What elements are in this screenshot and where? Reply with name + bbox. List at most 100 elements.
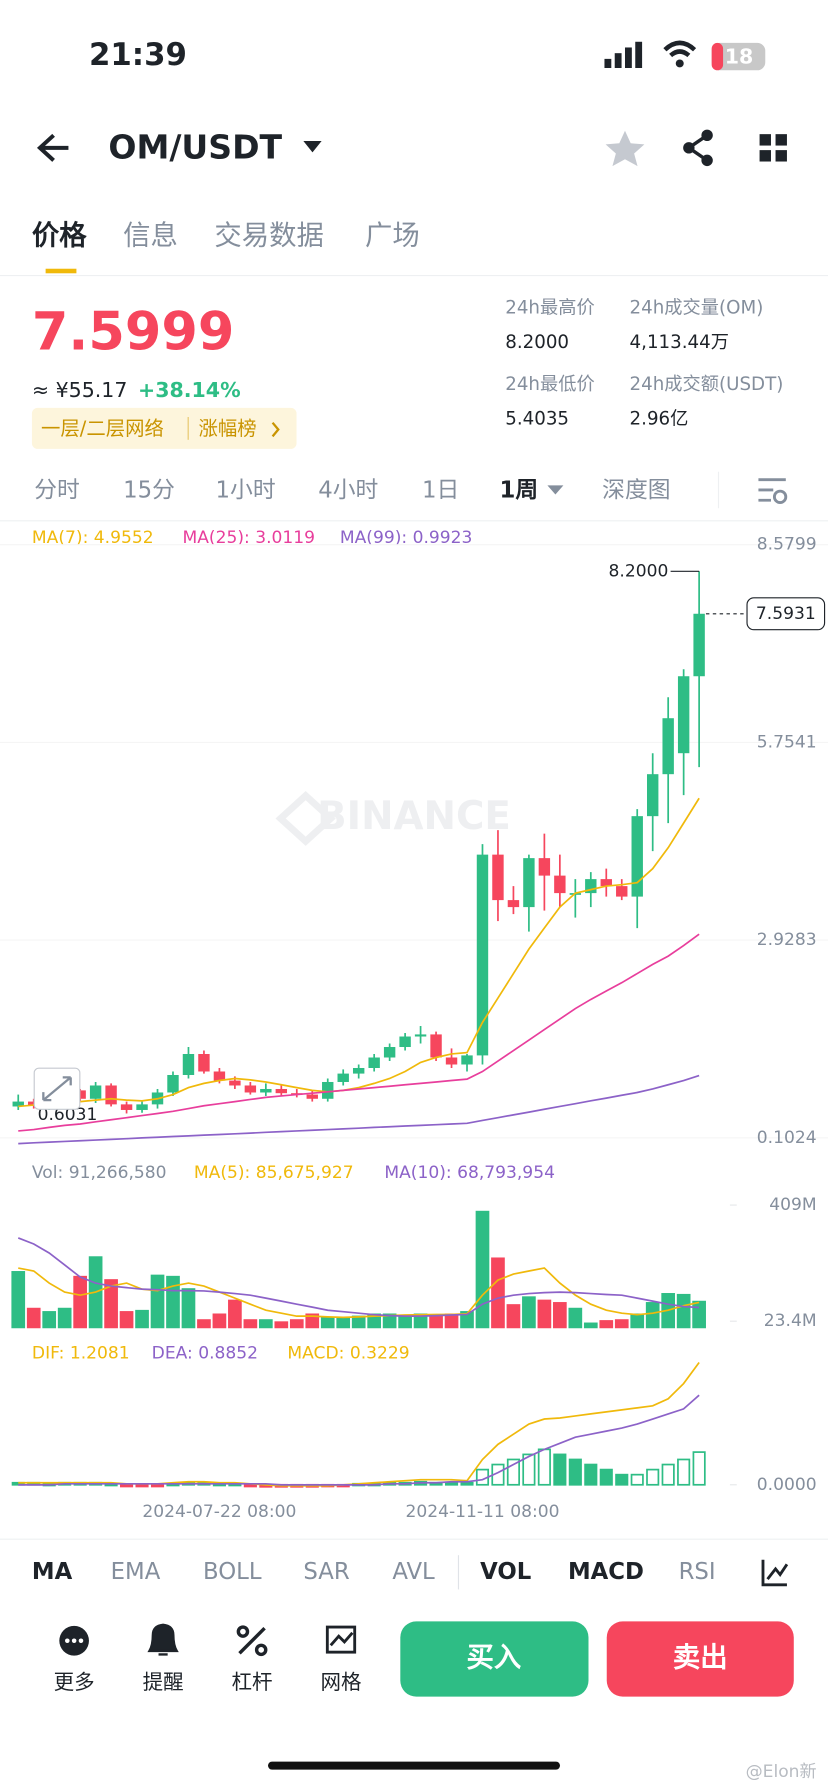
volume-bar [351, 1315, 366, 1329]
volume-bar [150, 1274, 165, 1329]
low-label: 0.6031 [38, 1105, 98, 1125]
candle-body [585, 879, 597, 894]
watermark: BINANCE [317, 794, 511, 839]
indicator-settings[interactable] [761, 1559, 789, 1587]
candle-body [600, 879, 612, 887]
pair-title[interactable]: OM/USDT [108, 127, 282, 166]
vol-legend: MA(10): 68,793,954 [384, 1163, 555, 1183]
x-tick-label: 2024-11-11 08:00 [405, 1502, 559, 1522]
indicator[interactable]: RSI [679, 1559, 716, 1585]
indicator[interactable]: MACD [568, 1559, 644, 1585]
tab[interactable]: 信息 [123, 220, 178, 251]
indicator[interactable]: BOLL [203, 1559, 262, 1585]
battery-level [711, 42, 724, 71]
tab[interactable]: 交易数据 [214, 220, 323, 251]
sector-tag[interactable]: 一层/二层网络 [41, 417, 164, 440]
alert-icon[interactable] [147, 1623, 179, 1656]
macd-bar [646, 1468, 660, 1486]
action-label[interactable]: 提醒 [143, 1670, 184, 1694]
rank-tag[interactable]: 涨幅榜 [198, 417, 256, 440]
candle-body [445, 1057, 458, 1065]
volume-bar [475, 1210, 490, 1329]
interval[interactable]: 深度图 [602, 478, 670, 504]
candle-body [492, 854, 504, 901]
volume-bar [583, 1322, 598, 1329]
last-price: 7.5999 [32, 302, 234, 363]
volume-bar [274, 1321, 289, 1329]
interval-dropdown[interactable] [547, 485, 564, 495]
macd-legend: DIF: 1.2081 [32, 1343, 130, 1363]
action-label[interactable]: 网格 [320, 1670, 362, 1694]
grid-icon[interactable] [325, 1625, 357, 1654]
price-change: +38.14% [138, 378, 241, 402]
battery-text: 18 [725, 45, 754, 69]
menu-grid[interactable] [759, 134, 787, 162]
tab[interactable]: 价格 [32, 220, 87, 251]
candle-body [213, 1071, 226, 1081]
interval[interactable]: 分时 [34, 478, 80, 504]
candle-body [383, 1047, 396, 1058]
indicator[interactable]: SAR [303, 1559, 349, 1585]
interval[interactable]: 1小时 [216, 478, 276, 504]
volume-bar [57, 1307, 72, 1329]
chart-settings[interactable] [758, 478, 788, 504]
interval[interactable]: 1日 [422, 478, 459, 504]
volume-bar [26, 1307, 41, 1329]
candle-body [616, 886, 628, 897]
ma-legend: MA(99): 0.9923 [340, 528, 473, 548]
interval[interactable]: 4小时 [318, 478, 378, 504]
margin-icon[interactable] [236, 1625, 268, 1657]
macd-bar [599, 1468, 613, 1486]
candle-body [646, 774, 659, 817]
favorite[interactable] [605, 130, 645, 167]
home-indicator [268, 1761, 560, 1770]
y-tick-label: 0.0000 [757, 1475, 817, 1495]
indicator[interactable]: VOL [480, 1559, 531, 1585]
signal-icon [604, 41, 643, 68]
dea-line [18, 1394, 700, 1486]
y-tick-label: 409M [769, 1195, 816, 1215]
indicator[interactable]: MA [32, 1559, 73, 1585]
candle-body [476, 854, 489, 1056]
interval-active[interactable]: 1周 [500, 478, 539, 504]
buy-label[interactable]: 买入 [466, 1642, 521, 1673]
indicator[interactable]: AVL [392, 1559, 435, 1585]
macd-bar [243, 1483, 257, 1488]
macd-bar [677, 1458, 691, 1486]
action-label[interactable]: 杠杆 [232, 1670, 273, 1694]
volume-bar [398, 1315, 412, 1329]
y-tick-label: 5.7541 [757, 732, 817, 752]
volume-bar [382, 1313, 397, 1329]
indicator[interactable]: EMA [111, 1559, 161, 1585]
candle-body [260, 1088, 272, 1093]
buy-button[interactable] [400, 1621, 589, 1697]
candle-body [275, 1088, 288, 1094]
action-label[interactable]: 更多 [54, 1670, 95, 1694]
volume-bar [692, 1300, 706, 1329]
volume-bar [506, 1304, 521, 1329]
candle-body [399, 1036, 411, 1048]
candle-body [693, 613, 705, 677]
macd-bar [506, 1458, 520, 1486]
candle-body [677, 676, 690, 754]
pair-dropdown[interactable] [303, 140, 322, 153]
sell-button[interactable] [606, 1621, 794, 1697]
back-button[interactable] [36, 133, 69, 162]
volume-bar [367, 1313, 382, 1329]
volume-bar [553, 1302, 567, 1329]
battery [711, 42, 766, 71]
share[interactable] [683, 129, 713, 167]
volume-bar [444, 1313, 459, 1329]
candle-body [662, 718, 674, 775]
tab-indicator [45, 268, 77, 274]
sell-label[interactable]: 卖出 [673, 1642, 728, 1673]
tab[interactable]: 广场 [365, 220, 420, 251]
interval[interactable]: 15分 [123, 478, 175, 504]
macd-bar [630, 1473, 644, 1486]
candle-body [554, 875, 566, 894]
volume-bar [228, 1299, 242, 1329]
ma-line [18, 1074, 700, 1145]
stat-value: 4,113.44万 [630, 332, 729, 353]
tag-background [31, 407, 297, 449]
